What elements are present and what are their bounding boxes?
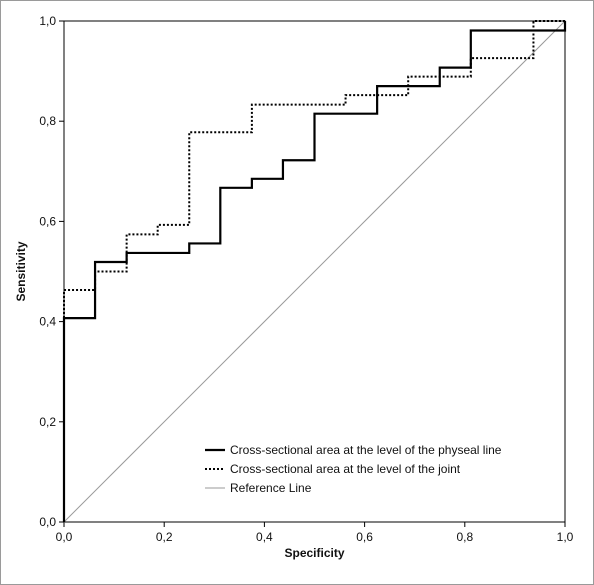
- y-tick-label: 1,0: [39, 14, 56, 28]
- y-axis-title: Sensitivity: [14, 241, 28, 301]
- x-tick-label: 0,4: [256, 530, 273, 544]
- y-tick-label: 0,6: [39, 214, 56, 228]
- x-tick-label: 0,2: [156, 530, 173, 544]
- y-tick-label: 0,4: [39, 315, 56, 329]
- reference-line: [63, 20, 566, 523]
- legend-label: Cross-sectional area at the level of the…: [230, 462, 461, 476]
- series-line-physeal: [62, 21, 567, 522]
- plot-area: [63, 20, 566, 523]
- x-tick-label: 0,0: [56, 530, 73, 544]
- y-tick-label: 0,8: [39, 114, 56, 128]
- x-tick-label: 0,6: [356, 530, 373, 544]
- x-tick-label: 1,0: [557, 530, 574, 544]
- y-tick-label: 0,0: [39, 515, 56, 529]
- x-tick-label: 0,8: [456, 530, 473, 544]
- legend-label: Cross-sectional area at the level of the…: [230, 443, 502, 457]
- y-tick-label: 0,2: [39, 415, 56, 429]
- legend-label: Reference Line: [230, 481, 312, 495]
- x-axis-title: Specificity: [284, 546, 344, 560]
